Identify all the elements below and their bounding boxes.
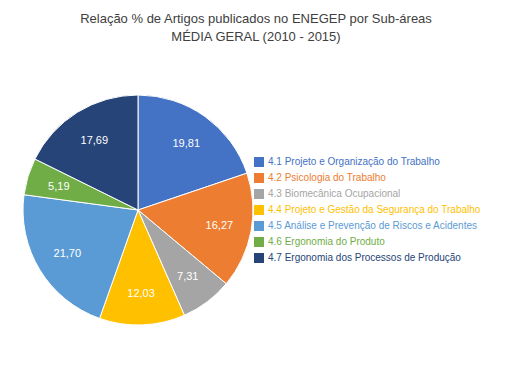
html-text:4.1 Projeto e Organização do T: 4.1 Projeto e Organização do Trabalho (268, 156, 440, 167)
svg-text:17,69: 17,69 (81, 134, 109, 146)
svg-text:19,81: 19,81 (173, 137, 201, 149)
svg-text:12,03: 12,03 (127, 287, 155, 299)
html-text:4.6 Ergonomia do Produto: 4.6 Ergonomia do Produto (268, 236, 385, 247)
html-text:4.4 Projeto e Gestão da Segura: 4.4 Projeto e Gestão da Segurança do Tra… (268, 204, 481, 215)
html-text:Relação % de Artigos publicado: Relação % de Artigos publicados no ENEGE… (80, 11, 432, 26)
svg-text:7,31: 7,31 (177, 270, 198, 282)
svg-text:16,27: 16,27 (206, 219, 234, 231)
html-text:4.7 Ergonomia dos Processos de: 4.7 Ergonomia dos Processos de Produção (268, 252, 461, 263)
html-text:4.2 Psicologia do Trabalho: 4.2 Psicologia do Trabalho (268, 172, 386, 183)
svg-text:21,70: 21,70 (54, 247, 82, 259)
svg-text:5,19: 5,19 (48, 180, 69, 192)
html-text:4.5 Análise e Prevenção de Ris: 4.5 Análise e Prevenção de Riscos e Acid… (268, 220, 477, 231)
html-text:4.3 Biomecânica Ocupacional: 4.3 Biomecânica Ocupacional (268, 188, 401, 199)
html-text:MÉDIA GERAL (2010 - 2015): MÉDIA GERAL (2010 - 2015) (171, 29, 341, 44)
